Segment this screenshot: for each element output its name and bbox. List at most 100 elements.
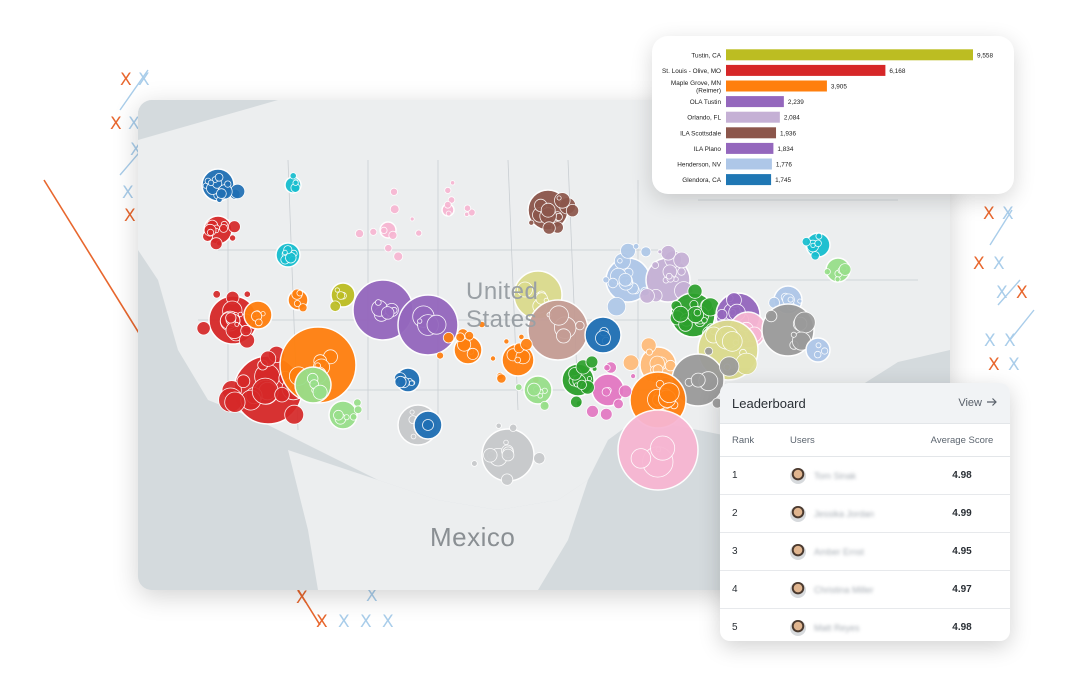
bar [726, 64, 886, 76]
location-bubble [660, 245, 677, 261]
location-bubble [251, 377, 279, 405]
arrow-right-icon [986, 397, 998, 410]
location-bubble [515, 383, 523, 391]
location-bubble [389, 187, 398, 196]
bar-value-label: 1,776 [776, 162, 792, 169]
location-bubble [651, 261, 659, 269]
location-bubble [810, 251, 820, 261]
land-mass-mexico [288, 450, 588, 590]
user-name: Amber Ernst [814, 546, 865, 557]
x-mark-icon: X [1004, 331, 1016, 351]
location-bubble [518, 333, 525, 340]
bar [726, 96, 784, 108]
location-bubble [228, 220, 241, 234]
bar [726, 142, 774, 154]
x-mark-icon: X [983, 204, 995, 224]
location-bubble [650, 435, 676, 461]
avatar [790, 467, 806, 484]
location-bubble [443, 201, 452, 209]
location-bubble [716, 308, 728, 320]
table-row[interactable]: 5 Matt Reyes 4.98 [720, 609, 1010, 641]
location-bubble [823, 268, 831, 276]
location-bubble [576, 379, 587, 390]
location-bubble [289, 172, 297, 180]
x-mark-icon: X [988, 355, 1000, 375]
location-bubble [236, 374, 251, 389]
location-bubble [225, 312, 237, 324]
score-value: 4.98 [952, 622, 972, 633]
location-bubble [554, 192, 571, 209]
location-bubble [209, 237, 223, 251]
location-bubble [463, 204, 472, 212]
x-mark-icon: X [120, 70, 132, 90]
location-bubble [353, 405, 363, 415]
location-bubble [312, 384, 328, 400]
location-bubble [539, 400, 550, 411]
location-bubble [620, 242, 636, 259]
location-bubble [645, 348, 653, 356]
location-bubble [503, 439, 509, 446]
location-bubble [606, 297, 627, 317]
leaderboard-title: Leaderboard [732, 395, 806, 411]
location-bubble [657, 249, 663, 255]
location-bubble [586, 404, 599, 418]
leaderboard-column-headers: Rank Users Average Score [720, 424, 1010, 457]
location-bubble [801, 237, 811, 247]
location-bubble [575, 320, 585, 331]
location-bubble [632, 243, 640, 250]
user-name: Jessika Jordan [814, 508, 875, 519]
location-bubble [540, 202, 556, 218]
location-bubble [292, 179, 299, 186]
location-bubble [797, 298, 803, 304]
location-bubble [354, 229, 364, 239]
location-bubble [548, 305, 569, 326]
x-mark-icon: X [130, 140, 142, 160]
top-locations-chart: Tustin, CA 9,558 St. Louis - Olive, MO 6,16… [652, 36, 1014, 194]
x-mark-icon: X [110, 114, 122, 134]
user-name: Tom Sinak [814, 470, 857, 481]
location-bubble [517, 281, 533, 298]
category-label: (Reimer) [696, 87, 721, 94]
location-bubble [353, 398, 362, 407]
table-row[interactable]: 3 Amber Ernst 4.95 [720, 533, 1010, 571]
category-label: Glendora, CA [682, 177, 721, 184]
category-label: ILA Plano [694, 146, 722, 153]
location-bubble [701, 317, 708, 324]
table-row[interactable]: 2 Jessika Jordan 4.99 [720, 495, 1010, 533]
location-bubble [639, 288, 655, 304]
location-bubble [422, 419, 434, 431]
bar [726, 111, 780, 123]
column-users: Users [790, 434, 815, 446]
leaderboard-panel: Leaderboard View Rank Users Average Scor… [720, 383, 1010, 641]
score-value: 4.98 [952, 470, 972, 481]
category-label: Henderson, NV [677, 162, 721, 169]
x-mark-icon: X [316, 612, 328, 632]
location-bubble [380, 226, 388, 234]
location-bubble [409, 409, 415, 415]
location-bubble [607, 277, 619, 289]
bar [726, 127, 777, 139]
location-bubble [820, 347, 829, 355]
table-row[interactable]: 4 Christina Miller 4.97 [720, 571, 1010, 609]
location-bubble [394, 375, 407, 388]
location-bubble [214, 173, 224, 182]
location-bubble [613, 398, 624, 410]
location-bubble [617, 258, 623, 264]
rank-value: 1 [732, 470, 738, 481]
x-mark-icon: X [366, 586, 378, 606]
location-bubble [815, 232, 823, 240]
view-label: View [958, 397, 982, 409]
score-value: 4.99 [952, 508, 972, 519]
location-bubble [603, 364, 611, 372]
bar-value-label: 2,084 [784, 115, 800, 122]
location-bubble [464, 211, 470, 217]
location-bubble [234, 321, 240, 327]
table-row[interactable]: 1 Tom Sinak 4.98 [720, 457, 1010, 495]
user-name: Christina Miller [814, 584, 874, 595]
bar-value-label: 1,936 [780, 130, 796, 137]
rank-value: 2 [732, 508, 738, 519]
location-bubble [721, 331, 743, 352]
location-bubble [296, 289, 304, 297]
bar-value-label: 9,558 [977, 52, 993, 59]
view-button[interactable]: View [958, 397, 998, 410]
